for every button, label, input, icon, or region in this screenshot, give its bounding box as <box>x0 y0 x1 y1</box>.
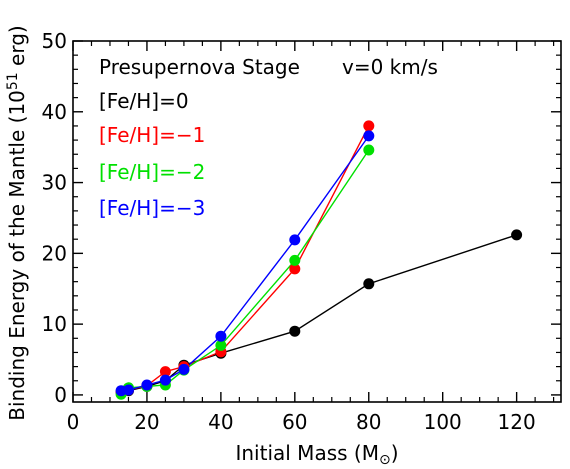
series-point-fe-h-3 <box>159 374 171 386</box>
legend-label-fe-h-minus-2: [Fe/H]=−2 <box>99 160 205 184</box>
series-point-fe-h-0 <box>363 278 375 290</box>
x-axis-title: Initial Mass (M⊙) <box>235 441 398 468</box>
x-tick-label: 20 <box>134 410 159 434</box>
x-axis-title-suffix: ) <box>391 441 399 465</box>
series-point-fe-h-3 <box>363 130 375 142</box>
stage-label: Presupernova Stage <box>99 55 300 79</box>
annotation-layer: Presupernova Stage v=0 km/s <box>99 55 438 79</box>
series-point-fe-h-1 <box>159 366 171 378</box>
series-point-fe-h-0 <box>289 325 301 337</box>
x-axis-title-symbol: ⊙ <box>379 452 391 468</box>
rotation-label: v=0 km/s <box>342 55 438 79</box>
y-axis-title-main: Binding Energy of the Mantle (10 <box>5 90 29 421</box>
x-tick-label: 120 <box>498 410 536 434</box>
plot-frame <box>72 40 562 403</box>
y-axis-title: Binding Energy of the Mantle (1051 erg) <box>5 25 29 420</box>
legend-label-fe-h-0: [Fe/H]=0 <box>99 89 189 113</box>
series-point-fe-h-2 <box>363 144 375 156</box>
y-tick-label: 20 <box>42 241 67 265</box>
x-tick-label: 0 <box>67 410 80 434</box>
series-point-fe-h-1 <box>363 120 375 132</box>
y-axis-title-exponent: 51 <box>5 72 21 90</box>
legend-label-fe-h-minus-3: [Fe/H]=−3 <box>99 196 205 220</box>
series-point-fe-h-3 <box>178 363 190 375</box>
series-point-fe-h-2 <box>215 339 227 351</box>
x-tick-label: 100 <box>424 410 462 434</box>
series-point-fe-h-3 <box>123 384 134 396</box>
y-tick-label: 30 <box>42 171 67 195</box>
legend-label-fe-h-minus-1: [Fe/H]=−1 <box>99 123 205 147</box>
series-point-fe-h-3 <box>215 330 227 342</box>
y-tick-label: 40 <box>42 100 67 124</box>
series-line-fe-h-2 <box>120 149 370 395</box>
x-axis-title-main: Initial Mass (M <box>235 441 378 465</box>
y-tick-label: 50 <box>42 29 67 53</box>
x-tick-label: 40 <box>208 410 233 434</box>
x-tick-label: 80 <box>356 410 381 434</box>
series-point-fe-h-0 <box>511 229 523 241</box>
series-point-fe-h-1 <box>289 263 301 275</box>
series-point-fe-h-3 <box>289 234 301 246</box>
y-tick-label: 10 <box>42 312 67 336</box>
legend: [Fe/H]=0 [Fe/H]=−1 [Fe/H]=−2 [Fe/H]=−3 <box>99 89 205 220</box>
y-tick-label: 0 <box>54 383 67 407</box>
series-point-fe-h-2 <box>289 254 301 266</box>
x-tick-label: 60 <box>282 410 307 434</box>
series-point-fe-h-3 <box>141 379 153 391</box>
y-axis-title-suffix: erg) <box>5 25 29 72</box>
